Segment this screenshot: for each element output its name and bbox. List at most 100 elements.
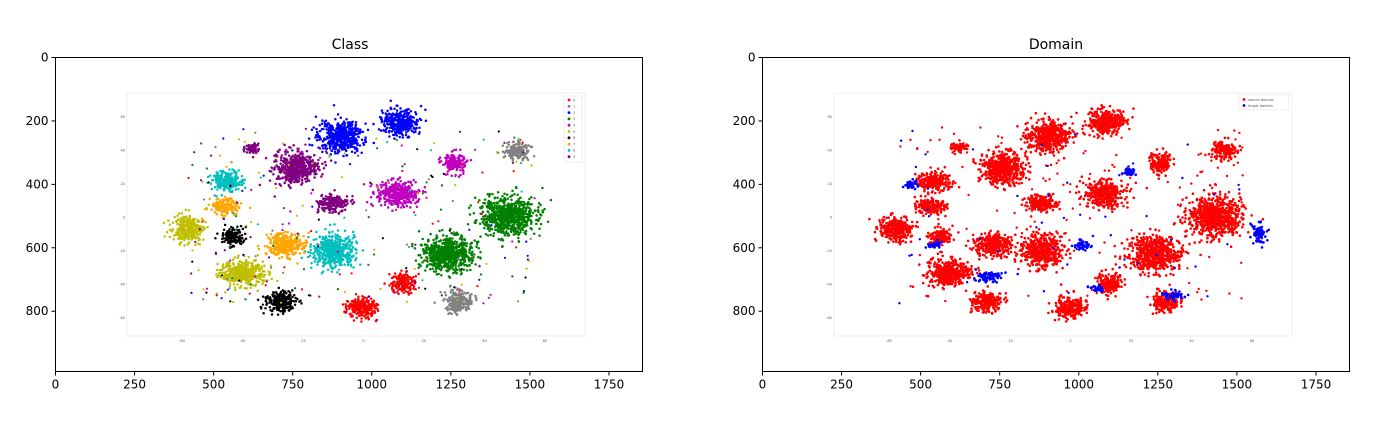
scatter-point [390,113,394,116]
scatter-point [416,119,419,122]
scatter-point [309,251,312,255]
scatter-point [428,267,432,271]
scatter-point [400,206,403,209]
scatter-point [287,183,290,187]
scatter-point [496,191,500,194]
scatter-point [480,217,484,221]
scatter-point [521,207,524,210]
scatter-point [315,200,318,203]
scatter-point [464,161,467,164]
scatter-point [407,184,410,188]
scatter-point [518,207,522,210]
scatter-point [343,208,347,211]
scatter-point [330,244,334,248]
scatter-point [292,143,295,147]
scatter-point [457,158,461,161]
scatter-point [460,238,464,242]
scatter-point [473,221,477,224]
scatter-point [336,196,339,199]
scatter-point [395,125,399,129]
scatter-point [445,159,448,163]
scatter-point [329,132,333,135]
scatter-point [510,198,513,202]
scatter-point [410,123,413,127]
scatter-point [334,233,337,236]
scatter-point [273,168,276,171]
scatter-point [323,209,326,213]
scatter-point [501,195,504,198]
scatter-point [349,245,352,248]
scatter-point [441,248,444,252]
scatter-point [339,116,343,120]
scatter-point [398,176,402,179]
scatter-point [240,183,244,187]
scatter-point [389,199,393,203]
scatter-point [285,159,288,163]
scatter-point [452,291,455,295]
scatter-point [307,250,310,254]
scatter-point [401,187,405,191]
scatter-point [219,169,222,173]
scatter-point [452,261,456,264]
scatter-point [501,205,505,209]
scatter-point [229,205,233,209]
scatter-point [523,211,526,214]
scatter-point [345,237,349,240]
scatter-point [456,303,459,307]
scatter-point [329,159,333,162]
scatter-point [364,136,367,139]
scatter-point [419,243,423,246]
scatter-point [307,235,310,239]
scatter-point [531,211,535,215]
scatter-point [522,156,525,160]
scatter-point [482,222,486,226]
scatter-point [451,265,454,268]
scatter-point [335,138,339,141]
scatter-point [462,172,465,175]
scatter-point [448,241,452,244]
scatter-point [278,177,282,181]
scatter-point [308,170,311,173]
scatter-point [312,154,316,157]
scatter-point [345,153,349,157]
scatter-point [493,213,497,217]
scatter-point [330,201,333,204]
scatter-point [508,215,511,219]
scatter-point [424,246,428,250]
scatter-point [528,214,531,218]
scatter-point [401,125,404,129]
scatter-point [462,246,465,250]
scatter-point [300,168,303,171]
scatter-point [331,256,334,259]
scatter-point [334,210,338,214]
scatter-point [319,246,322,249]
scatter-point [340,250,344,253]
scatter-point [321,140,325,143]
scatter-point [325,135,329,139]
scatter-point [303,165,306,169]
scatter-point [493,196,496,200]
scatter-point [532,232,536,236]
scatter-point [497,230,500,234]
scatter-point [330,125,334,128]
scatter-point [268,169,271,173]
scatter-point [343,263,346,266]
scatter-point [346,263,350,266]
scatter-point [369,195,373,199]
scatter-point [454,160,457,164]
scatter-point [338,243,341,246]
scatter-point [357,135,360,139]
scatter-point [453,293,456,297]
scatter-point [289,174,293,177]
scatter-point [228,189,231,193]
scatter-point [442,299,445,302]
scatter-point [324,163,328,167]
scatter-point [359,130,362,133]
scatter-point [312,238,316,242]
scatter-point [534,209,537,212]
scatter-point [365,200,369,204]
scatter-point [351,126,354,130]
scatter-point [403,109,407,112]
scatter-point [537,210,540,214]
scatter-point [446,253,450,256]
